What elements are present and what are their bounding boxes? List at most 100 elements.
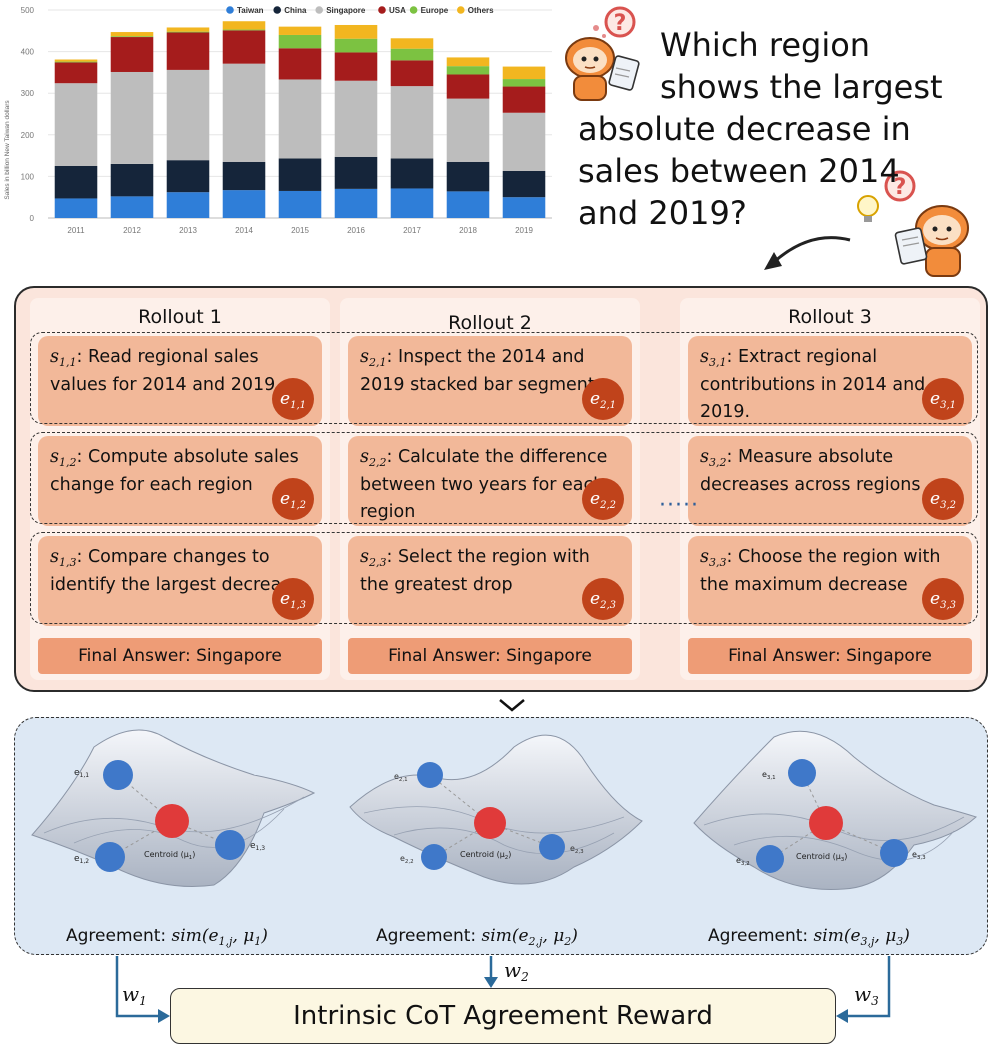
legend-label: Singapore [326,6,366,15]
svg-text:e3,1: e3,1 [762,770,776,781]
chart-bar-segment [110,71,154,164]
agreement-label-2: Agreement: sim(e2,j, μ2) [376,926,578,948]
step-text: : Compute absolute sales change for each… [50,447,299,495]
step-symbol: s [360,447,369,467]
chart-x-tick-label: 2013 [179,226,197,235]
step-text: : Choose the region with the maximum dec… [700,547,941,595]
rollout-column-2: Rollout 2 s2,1: Inspect the 2014 and 201… [340,298,640,680]
chart-bar-segment [334,188,378,218]
step-symbol: s [50,447,59,467]
step-subscript: 3,1 [708,356,727,369]
chart-bar-segment [334,156,378,189]
chart-bar-segment [166,27,210,32]
question-line-1: Which region [660,26,871,64]
chart-bar-segment [222,29,266,31]
step-symbol: s [700,447,709,467]
agreement-label-1: Agreement: sim(e1,j, μ1) [66,926,268,948]
step-row-outline-2 [30,432,978,524]
rollout-3-title: Rollout 3 [788,306,872,328]
agreement-reward-box: Intrinsic CoT Agreement Reward [170,988,836,1044]
stacked-bar-chart: 2011 2012 2013 2014 2015 2016 2017 2018 2019 0 10… [4,6,552,235]
rollout-2-final-answer: Final Answer: Singapore [348,638,632,674]
rollout-3-step-3: s3,3: Choose the region with the maximum… [688,536,972,626]
step-subscript: 1,1 [58,356,77,369]
chart-bar-segment [334,80,378,157]
more-rollouts-ellipsis: ····· [659,493,699,518]
embedding-badge: e3,2 [922,478,964,520]
step-symbol: s [360,547,369,567]
step-text: : Inspect the 2014 and 2019 stacked bar … [360,347,604,395]
legend-swatch [273,6,282,14]
chart-bar-segment [110,37,154,72]
embedding-badge: e2,2 [582,478,624,520]
chart-bar-segment [278,26,322,35]
chart-y-tick-label: 200 [21,131,35,140]
legend-label: China [284,6,307,15]
embedding-badge: e1,3 [272,578,314,620]
svg-text:?: ? [894,175,907,200]
legend-swatch [315,6,324,14]
rollout-3-step-1: s3,1: Extract regional contributions in … [688,336,972,426]
legend-swatch [457,6,465,14]
chart-bar-segment [222,161,266,191]
chart-bar-segment [446,66,490,75]
landscape-2: e2,1 e2,2 e2,3 Centroid (μ2) [349,734,643,885]
embedding-badge: e1,2 [272,478,314,520]
chart-bar-segment [278,190,322,218]
chart-bar-segment [390,38,434,49]
chart-y-tick-label: 0 [30,214,35,223]
chart-y-tick-label: 500 [21,6,35,15]
chart-y-tick-label: 400 [21,48,35,57]
legend-label: USA [389,6,406,15]
step-text: : Extract regional contributions in 2014… [700,347,926,422]
embedding-badge: e2,1 [582,378,624,420]
chart-bar-segment [446,74,490,99]
rollout-2-step-2: s2,2: Calculate the difference between t… [348,436,632,526]
chart-y-tick-labels: 0 100 200 300 400 500 [21,6,35,223]
question-line-3: absolute decrease in [578,110,911,148]
question-line-4: sales between 2014 [578,152,900,190]
chevron-down-icon [499,699,525,712]
chart-bar-segment [446,191,490,218]
chart-bar-segment [110,163,154,197]
step-subscript: 1,2 [58,456,77,469]
rollout-2-step-1: s2,1: Inspect the 2014 and 2019 stacked … [348,336,632,426]
chart-bar-segment [54,83,98,166]
svg-text:Centroid (μ3): Centroid (μ3) [796,852,847,863]
landscape-3: e3,1 e3,2 e3,3 Centroid (μ3) [693,730,977,890]
chart-bar-segment [390,60,434,87]
chart-x-tick-label: 2011 [67,226,85,235]
chart-x-tick-label: 2016 [347,226,365,235]
chart-bar-segment [110,32,154,37]
chart-bar-segment [502,170,546,198]
thinking-robot-mascot-top: ? [565,6,640,101]
chart-bar-segment [334,52,378,81]
legend-swatch [378,6,386,14]
rollout-2-title: Rollout 2 [448,312,532,334]
chart-bars [54,21,546,218]
svg-text:e3,3: e3,3 [912,850,926,861]
chart-bar-segment [166,31,210,33]
rollout-3-step-2: s3,2: Measure absolute decreases across … [688,436,972,526]
chart-bar-segment [446,161,490,192]
legend-swatch [409,6,418,14]
rollout-1-step-3: s1,3: Compare changes to identify the la… [38,536,322,626]
step-row-outline-3 [30,532,978,624]
step-symbol: s [360,347,369,367]
step-text: : Read regional sales values for 2014 an… [50,347,276,395]
landscape-1: e1,1 e1,2 e1,3 Centroid (μ1) [31,729,316,887]
step-text: : Compare changes to identify the larges… [50,547,302,595]
rollout-column-3: Rollout 3 s3,1: Extract regional contrib… [680,298,980,680]
chart-bar-segment [222,30,266,64]
chart-x-tick-label: 2012 [123,226,141,235]
chart-bar-segment [446,98,490,162]
svg-text:e1,2: e1,2 [74,854,89,865]
svg-text:e2,1: e2,1 [394,772,408,783]
rollout-1-title: Rollout 1 [138,306,222,328]
chart-bar-segment [334,38,378,53]
chart-bar-segment [166,32,210,70]
chart-bar-segment [54,166,98,199]
chart-legend: Taiwan China Singapore USA Europe Others [226,6,494,15]
svg-text:e1,3: e1,3 [250,841,265,852]
chart-bar-segment [54,62,98,84]
